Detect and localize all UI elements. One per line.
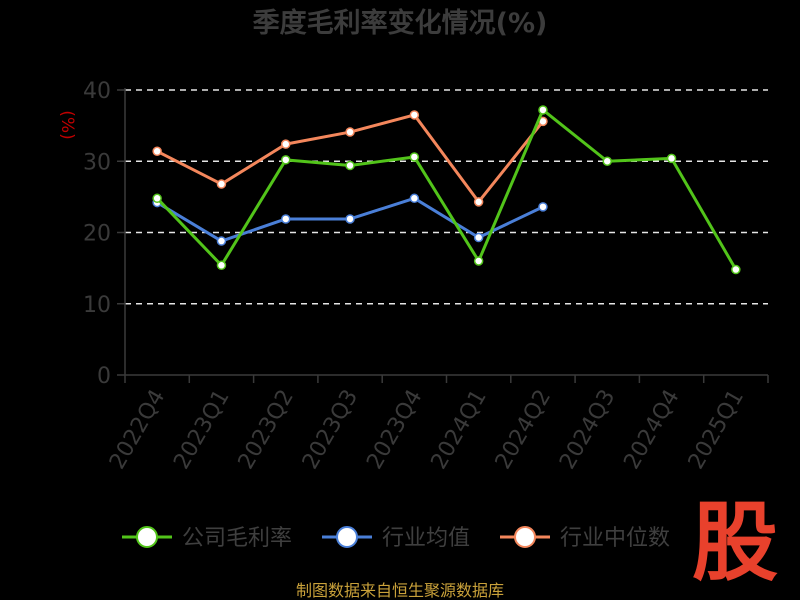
series-group [152, 105, 741, 275]
data-point [345, 127, 355, 137]
x-tick-label: 2024Q3 [555, 386, 620, 474]
legend-label: 行业均值 [382, 526, 470, 551]
data-point [731, 264, 741, 275]
grid-lines [117, 89, 768, 376]
chart-title: 季度毛利率变化情况(%) [253, 7, 548, 39]
data-point [409, 110, 420, 120]
data-point [152, 146, 162, 157]
legend-item: 行业均值 [322, 526, 470, 551]
x-tick-label: 2024Q4 [619, 386, 684, 474]
source-note: 制图数据来自恒生聚源数据库 [296, 581, 504, 600]
series-0 [152, 105, 741, 275]
data-point [216, 260, 227, 271]
x-tick-label: 2023Q4 [362, 386, 427, 474]
data-point [473, 197, 484, 207]
x-tick-label: 2024Q2 [491, 386, 556, 474]
y-tick-label: 40 [83, 79, 111, 104]
data-point [602, 156, 612, 166]
legend: 公司毛利率 行业均值 行业中位数 [122, 526, 670, 551]
data-point [409, 152, 420, 162]
data-point [216, 236, 227, 246]
y-tick-label: 10 [83, 293, 111, 318]
y-tick-label: 0 [97, 364, 111, 389]
x-tick-label: 2023Q2 [234, 386, 299, 474]
x-tick-label: 2023Q3 [298, 386, 363, 474]
x-tick-label: 2023Q1 [169, 386, 234, 474]
data-point [473, 256, 484, 266]
data-point [281, 139, 291, 149]
series-2 [152, 110, 548, 207]
data-point [538, 202, 548, 212]
data-point [473, 232, 484, 243]
y-tick-label: 20 [83, 222, 111, 247]
data-point [345, 160, 355, 171]
data-point [281, 214, 291, 224]
legend-label: 行业中位数 [560, 526, 670, 551]
legend-marker [336, 526, 358, 548]
y-tick-labels: 0 10 20 30 40 [83, 79, 111, 389]
legend-item: 公司毛利率 [122, 526, 292, 551]
data-point [409, 193, 420, 204]
y-axis-label: (%) [57, 110, 77, 139]
legend-marker [136, 526, 158, 548]
x-tick-label: 2025Q1 [684, 386, 749, 474]
x-tick-labels: 2022Q42023Q12023Q22023Q32023Q42024Q12024… [105, 386, 749, 474]
data-point [538, 105, 548, 115]
series-line [156, 108, 738, 271]
data-point [666, 153, 677, 164]
legend-item: 行业中位数 [500, 526, 670, 551]
x-tick-label: 2024Q1 [427, 386, 492, 474]
y-tick-label: 30 [83, 150, 111, 175]
axes [124, 88, 769, 383]
brand-logo: 股 [692, 493, 778, 593]
data-point [345, 214, 355, 224]
data-point [281, 155, 291, 165]
data-point [216, 179, 227, 189]
legend-label: 公司毛利率 [182, 526, 292, 551]
legend-marker [514, 526, 536, 548]
x-tick-label: 2022Q4 [105, 386, 170, 474]
data-point [152, 193, 162, 204]
